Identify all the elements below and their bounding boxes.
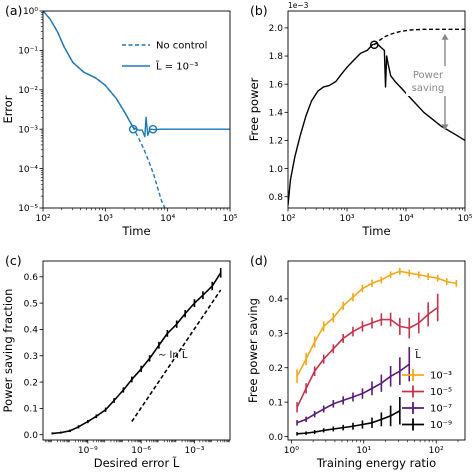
series-line [373,28,465,46]
marker-circle [148,124,158,134]
panel-1: 10² 10³ 10⁴ 10⁵ 0.8 1.0 1.2 1.4 1.6 1.8 2.0 Time Fre… [247,1,473,238]
panel-label: (c) [5,253,22,268]
y-tick-label: 0.0 [24,431,39,441]
series-line [43,11,166,208]
x-tick-label: 10⁴ [160,214,175,224]
legend-label: 10⁻⁵ [430,387,452,398]
plot-area [51,268,222,435]
panel-label: (b) [250,3,268,18]
axes-frame [287,260,466,441]
y-tick-label: 10⁰ [23,7,38,17]
x-axis-label: Desired error L̃ [94,456,180,470]
x-tick-label: 10³ [98,214,113,224]
y-axis-label: Free power [247,77,261,141]
y-tick-label: 0.1 [269,398,283,408]
series-line [43,11,230,138]
legend: No control L̃ = 10⁻³ [122,41,207,73]
axes-frame [42,10,231,209]
panel-label: (d) [250,253,268,268]
x-tick-label: 10⁰ [284,446,299,456]
x-tick-label: 10⁻³ [185,446,205,456]
x-tick-label: 10⁵ [222,214,237,224]
axes-frame [287,10,466,209]
y-tick-label: 0.3 [269,329,283,339]
panel-3: 10⁰ 10¹ 10² 0.0 0.1 0.2 0.3 0.4 Training energy … [246,253,466,470]
x-axis-label: Time [121,224,150,238]
y-tick-label: 1.6 [269,80,284,90]
y-tick-label: 0.5 [24,299,38,309]
y-tick-label: 10⁻³ [18,125,38,135]
y-tick-label: 0.0 [269,433,284,443]
series-line [296,410,401,435]
panel-2: 10⁻⁹ 10⁻⁶ 10⁻³ 0.0 0.1 0.2 0.3 0.4 0.5 0.6 Desired… [1,253,231,470]
series-line [52,272,222,435]
y-tick-label: 10⁻⁴ [18,165,38,175]
x-tick-label: 10¹ [356,446,371,456]
x-tick-label: 10⁻⁹ [78,446,98,456]
x-tick-label: 10⁻⁶ [131,446,151,456]
y-tick-label: 10⁻² [18,86,38,96]
y-tick-label: 1.8 [269,52,284,62]
y-axis-label: Power saving fraction [1,289,15,413]
legend-label: 10⁻⁷ [430,404,452,415]
series-line [296,306,439,408]
x-tick-label: 10² [429,446,444,456]
annotation-text: Power [413,70,444,81]
y-tick-label: 0.6 [24,273,39,283]
y-multiplier: 1e−3 [288,1,309,10]
y-tick-label: 0.3 [24,352,38,362]
y-tick-label: 0.2 [269,364,283,374]
legend-title: L̃ [414,348,421,361]
y-tick-label: 1.2 [269,137,283,147]
series-line [296,270,457,377]
legend-label: No control [156,41,207,52]
y-tick-label: 10⁻¹ [18,47,38,57]
legend-label: 10⁻⁹ [430,420,452,431]
y-tick-label: 1.4 [269,109,284,119]
x-axis-label: Training energy ratio [316,456,436,470]
arrow-head [441,33,449,40]
y-tick-label: 1.0 [269,165,284,175]
y-tick-label: 0.1 [24,405,38,415]
panel-label: (a) [5,3,22,18]
annotation-text: saving [412,83,445,94]
x-tick-label: 10² [280,214,295,224]
marker-circle [128,124,138,134]
x-tick-label: 10³ [339,214,354,224]
legend-label: L̃ = 10⁻³ [155,60,198,73]
series-line [288,42,465,206]
x-tick-label: 10⁴ [398,214,413,224]
x-tick-label: 10² [35,214,50,224]
x-tick-label: 10⁵ [457,214,472,224]
y-tick-label: 0.4 [269,295,284,305]
y-tick-label: 0.8 [269,193,284,203]
y-tick-label: 10⁻⁵ [18,204,38,214]
y-axis-label: Error [1,95,15,123]
legend: L̃ 10⁻³ 10⁻⁵ 10⁻⁷ 10⁻⁹ [402,348,452,431]
arrow-head [441,124,449,131]
plot-area [296,267,458,436]
series-line [131,289,222,423]
panel-0: 10² 10³ 10⁴ 10⁵ 10⁰ 10⁻¹ 10⁻² 10⁻³ 10⁻⁴ 10⁻⁵ Time E… [1,3,238,238]
plot-area [288,28,465,206]
annotation-text: ∼ ln L̃ [158,348,188,361]
annotation-bg [406,66,450,96]
y-axis-label: Free power saving [246,298,260,403]
y-tick-label: 2.0 [269,24,284,34]
x-axis-label: Time [361,224,390,238]
y-tick-label: 0.4 [24,326,39,336]
y-tick-label: 0.2 [24,378,38,388]
axes-frame [42,260,231,441]
legend-label: 10⁻³ [430,371,452,382]
marker-circle [369,40,379,50]
